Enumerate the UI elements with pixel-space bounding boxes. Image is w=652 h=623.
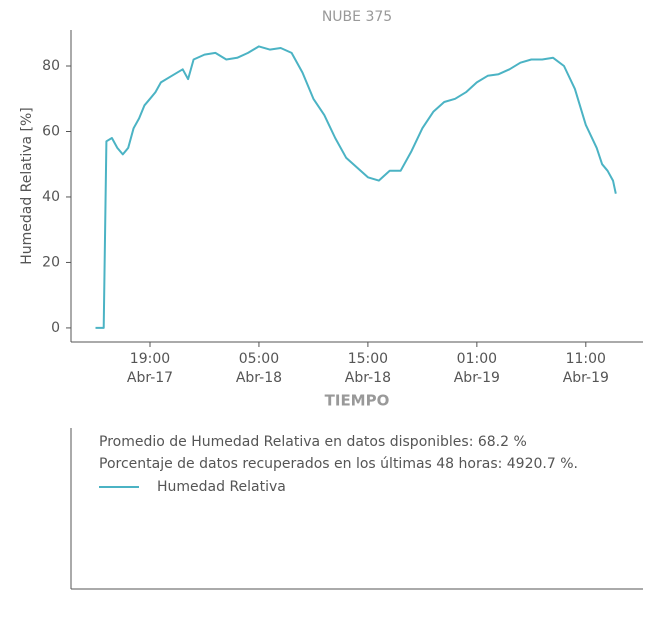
y-axis-label: Humedad Relativa [%] <box>19 107 35 265</box>
y-tick-label: 0 <box>51 320 60 336</box>
annotation: Porcentaje de datos recuperados en los ú… <box>99 456 578 472</box>
annotation: Promedio de Humedad Relativa en datos di… <box>99 434 527 450</box>
x-tick-label: 15:00 <box>348 351 388 367</box>
x-tick-label: 19:00 <box>130 351 170 367</box>
chart-title: NUBE 375 <box>322 9 392 25</box>
x-tick-label: Abr-18 <box>345 370 391 386</box>
legend-label: Humedad Relativa <box>157 479 286 495</box>
x-tick-label: Abr-19 <box>563 370 609 386</box>
x-tick-label: 01:00 <box>457 351 497 367</box>
x-tick-label: Abr-19 <box>454 370 500 386</box>
y-tick-label: 80 <box>42 58 60 74</box>
x-tick-label: 11:00 <box>566 351 606 367</box>
x-axis-label: TIEMPO <box>325 392 390 410</box>
series-line <box>95 45 617 329</box>
x-tick-label: Abr-17 <box>127 370 173 386</box>
x-tick-label: 05:00 <box>239 351 279 367</box>
x-tick-label: Abr-18 <box>236 370 282 386</box>
y-tick-label: 60 <box>42 123 60 139</box>
y-tick-label: 20 <box>42 254 60 270</box>
y-tick-label: 40 <box>42 189 60 205</box>
